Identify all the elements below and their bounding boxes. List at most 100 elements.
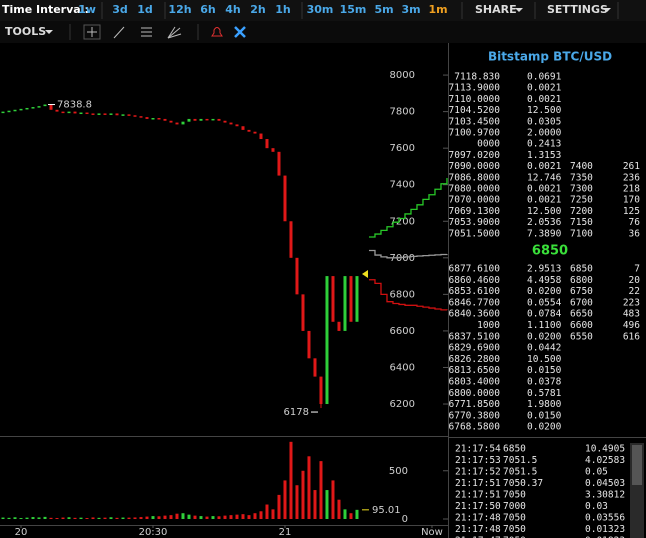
- volume-bar: [133, 517, 137, 519]
- candle: [31, 107, 35, 109]
- candle: [85, 112, 89, 115]
- trade-time: 21:17:53: [455, 455, 501, 466]
- bid-amount: 2.9513: [527, 264, 561, 275]
- book-title: Bitstamp BTC/USD: [488, 50, 612, 64]
- candle: [187, 118, 191, 122]
- bid-price: 6860.4600: [449, 275, 501, 286]
- interval-button[interactable]: 15m: [340, 3, 367, 16]
- interval-button[interactable]: 6h: [200, 3, 216, 16]
- dropdown-arrow: [45, 30, 53, 34]
- candle: [265, 139, 269, 149]
- candle: [25, 107, 29, 110]
- candle: [163, 118, 167, 121]
- trade-price: 6850: [503, 444, 526, 455]
- trade-amount: 0.03556: [585, 513, 625, 524]
- interval-button[interactable]: 5m: [374, 3, 393, 16]
- overlay-line: [368, 249, 448, 259]
- ask-price: 7113.9000: [449, 83, 501, 94]
- volume-bar: [73, 517, 77, 519]
- candle: [205, 118, 209, 121]
- volume-tick-label: 500: [389, 466, 408, 477]
- bid-amount: 0.0378: [527, 377, 562, 388]
- volume-bar: [343, 509, 347, 519]
- bid-price: 6768.5800: [449, 422, 501, 433]
- trade-price: 7050.37: [503, 478, 543, 489]
- interval-button[interactable]: 12h: [168, 3, 191, 16]
- tools-button[interactable]: TOOLS: [5, 25, 46, 38]
- ask-depth-total: 170: [623, 195, 640, 206]
- candle: [73, 111, 77, 114]
- candle: [199, 118, 203, 121]
- bid-price: 6826.2800: [449, 354, 501, 365]
- volume-bar: [43, 516, 47, 519]
- ask-price: 7086.8000: [449, 172, 501, 183]
- candle: [67, 111, 71, 114]
- ask-amount: 1.3153: [527, 150, 561, 161]
- candle: [139, 116, 143, 118]
- trade-time: 21:17:48: [455, 524, 501, 535]
- volume-tick-label: 0: [402, 514, 408, 525]
- y-tick-label: 7000: [390, 253, 415, 264]
- interval-button[interactable]: 1m: [428, 3, 447, 16]
- volume-bar: [7, 517, 11, 519]
- volume-bar: [223, 515, 227, 519]
- interval-button[interactable]: 4h: [225, 3, 241, 16]
- interval-button[interactable]: 3d: [112, 3, 128, 16]
- ask-price: 7103.4500: [449, 116, 501, 127]
- volume-bar: [211, 516, 215, 519]
- ask-amount: 2.0000: [527, 128, 562, 139]
- interval-button[interactable]: 3m: [401, 3, 420, 16]
- y-tick-label: 6800: [390, 289, 415, 300]
- bid-depth-total: 616: [623, 331, 640, 342]
- interval-button[interactable]: 1w: [78, 3, 96, 16]
- volume-bar: [145, 516, 149, 519]
- interval-button[interactable]: 1d: [137, 3, 153, 16]
- candle: [295, 257, 299, 295]
- candle: [37, 106, 41, 108]
- volume-bar: [205, 516, 209, 519]
- volume-bar: [115, 517, 119, 519]
- candle: [325, 276, 329, 405]
- ask-amount: 0.0021: [527, 195, 562, 206]
- trade-time: 21:17:48: [455, 513, 501, 524]
- bid-amount: 0.0200: [527, 286, 562, 297]
- volume-bar: [277, 494, 281, 519]
- trade-amount: 0.05: [585, 467, 608, 478]
- bid-amount: 0.0442: [527, 343, 561, 354]
- y-tick-label: 8000: [390, 70, 415, 81]
- volume-bar: [103, 517, 107, 519]
- candle: [13, 109, 17, 112]
- candle: [121, 114, 125, 116]
- candle: [19, 108, 23, 111]
- share-button[interactable]: SHARE: [475, 3, 517, 16]
- bid-depth-price: 6850: [570, 264, 593, 275]
- bid-depth-total: 20: [629, 275, 641, 286]
- interval-button[interactable]: 1h: [275, 3, 291, 16]
- ask-amount: 0.0305: [527, 116, 561, 127]
- settings-button[interactable]: SETTINGS: [547, 3, 608, 16]
- volume-bar: [241, 514, 245, 519]
- y-tick-label: 7600: [390, 143, 415, 154]
- volume-bar: [265, 504, 269, 519]
- bid-depth-total: 223: [623, 297, 640, 308]
- drawing-tools[interactable]: [83, 24, 246, 40]
- ask-depth-total: 261: [623, 161, 640, 172]
- trade-time: 21:17:50: [455, 501, 501, 512]
- ask-amount: 7.3890: [527, 228, 562, 239]
- bid-price: 6813.6500: [449, 365, 501, 376]
- interval-button[interactable]: 30m: [307, 3, 334, 16]
- x-tick-label: Now: [421, 527, 443, 538]
- bid-amount: 0.5781: [527, 388, 562, 399]
- trade-time: 21:17:51: [455, 490, 501, 501]
- candle: [7, 110, 11, 113]
- ask-price: 7104.5200: [449, 105, 501, 116]
- candle: [1, 111, 5, 114]
- ask-amount: 12.500: [527, 206, 562, 217]
- scrollbar-thumb[interactable]: [632, 445, 642, 485]
- ask-price: 0000: [477, 139, 500, 150]
- bid-price: 6846.7700: [449, 297, 501, 308]
- volume-bar: [55, 518, 59, 519]
- candle: [229, 122, 233, 125]
- interval-button[interactable]: 2h: [250, 3, 266, 16]
